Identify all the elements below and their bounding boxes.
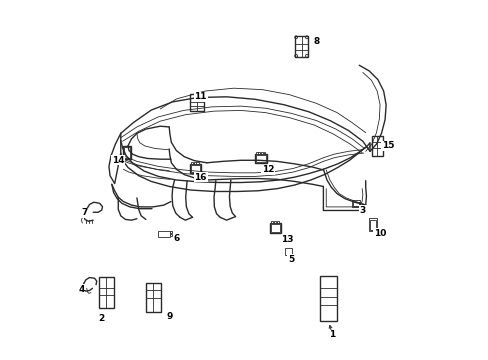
Bar [258,152,260,154]
Bar [294,36,308,57]
Bar [123,145,131,159]
Bar [193,162,195,164]
Bar [261,152,262,154]
Bar [270,223,281,233]
Bar [369,220,375,230]
Bar [190,162,192,164]
Text: 10: 10 [373,229,386,238]
Text: 2: 2 [98,314,104,323]
Bar [124,147,130,158]
Text: 12: 12 [261,166,273,175]
Bar [256,155,265,162]
Bar [319,276,336,320]
Bar [352,202,358,206]
Text: 15: 15 [381,141,393,150]
Text: 6: 6 [173,234,179,243]
Bar [371,136,382,156]
Text: 7: 7 [81,208,87,217]
Bar [271,224,280,232]
Bar [273,221,276,223]
Bar [170,231,172,233]
Bar [99,277,113,309]
Text: 16: 16 [194,173,206,182]
Text: 5: 5 [287,255,294,264]
Text: 13: 13 [281,235,293,244]
Bar [190,94,204,111]
Bar [158,231,170,237]
Bar [368,219,376,231]
Text: 8: 8 [312,37,319,46]
Text: 1: 1 [328,330,335,339]
Text: 14: 14 [112,156,124,165]
Bar [190,164,201,173]
Bar [255,154,266,163]
Text: 11: 11 [194,92,206,101]
Bar [284,248,291,255]
Text: 3: 3 [359,206,365,215]
Bar [191,165,199,172]
Bar [263,152,265,154]
Bar [255,152,257,154]
Bar [145,283,161,312]
Text: 4: 4 [78,285,84,294]
Bar [270,221,273,223]
Bar [351,201,359,207]
Bar [196,162,198,164]
Text: 9: 9 [165,312,172,321]
Bar [170,234,172,236]
Bar [276,221,278,223]
